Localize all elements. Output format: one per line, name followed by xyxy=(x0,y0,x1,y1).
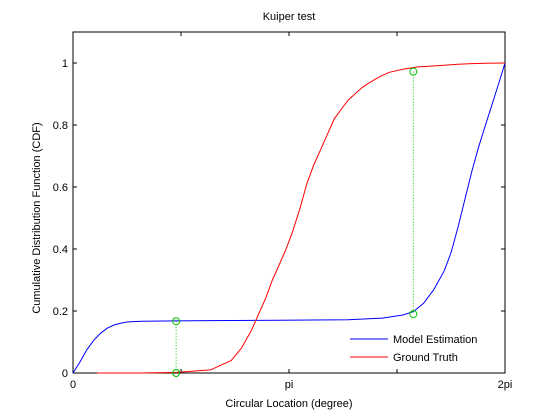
plot-area: 0 0.2 0.4 0.6 0.8 1 0 pi 2pi Model Estimation Grou… xyxy=(53,31,513,391)
x-tick-label: pi xyxy=(285,379,294,391)
y-tick-label: 0.2 xyxy=(53,306,68,318)
kuiper-marker xyxy=(172,317,181,326)
series-line-ground-truth xyxy=(97,62,506,374)
y-tick-label: 0.4 xyxy=(53,244,68,256)
y-tick-label: 1 xyxy=(62,58,68,70)
y-tick-label: 0.6 xyxy=(53,182,68,194)
x-tick-label: 2pi xyxy=(498,379,513,391)
y-axis-label: Cumulative Distribution Function (CDF) xyxy=(31,122,43,313)
chart-title: Kuiper test xyxy=(263,11,316,23)
legend: Model Estimation Ground Truth xyxy=(345,327,500,367)
kuiper-marker xyxy=(409,310,418,319)
y-tick-label: 0.8 xyxy=(53,120,68,132)
y-tick-label: 0 xyxy=(62,368,68,380)
kuiper-marker xyxy=(172,369,181,377)
legend-box xyxy=(345,327,500,367)
x-tick-label: 0 xyxy=(70,379,76,391)
legend-label: Model Estimation xyxy=(393,334,477,346)
kuiper-marker xyxy=(409,67,418,76)
legend-label: Ground Truth xyxy=(393,352,458,364)
series-line-model-estimation xyxy=(72,62,506,374)
x-axis-label: Circular Location (degree) xyxy=(225,398,352,410)
